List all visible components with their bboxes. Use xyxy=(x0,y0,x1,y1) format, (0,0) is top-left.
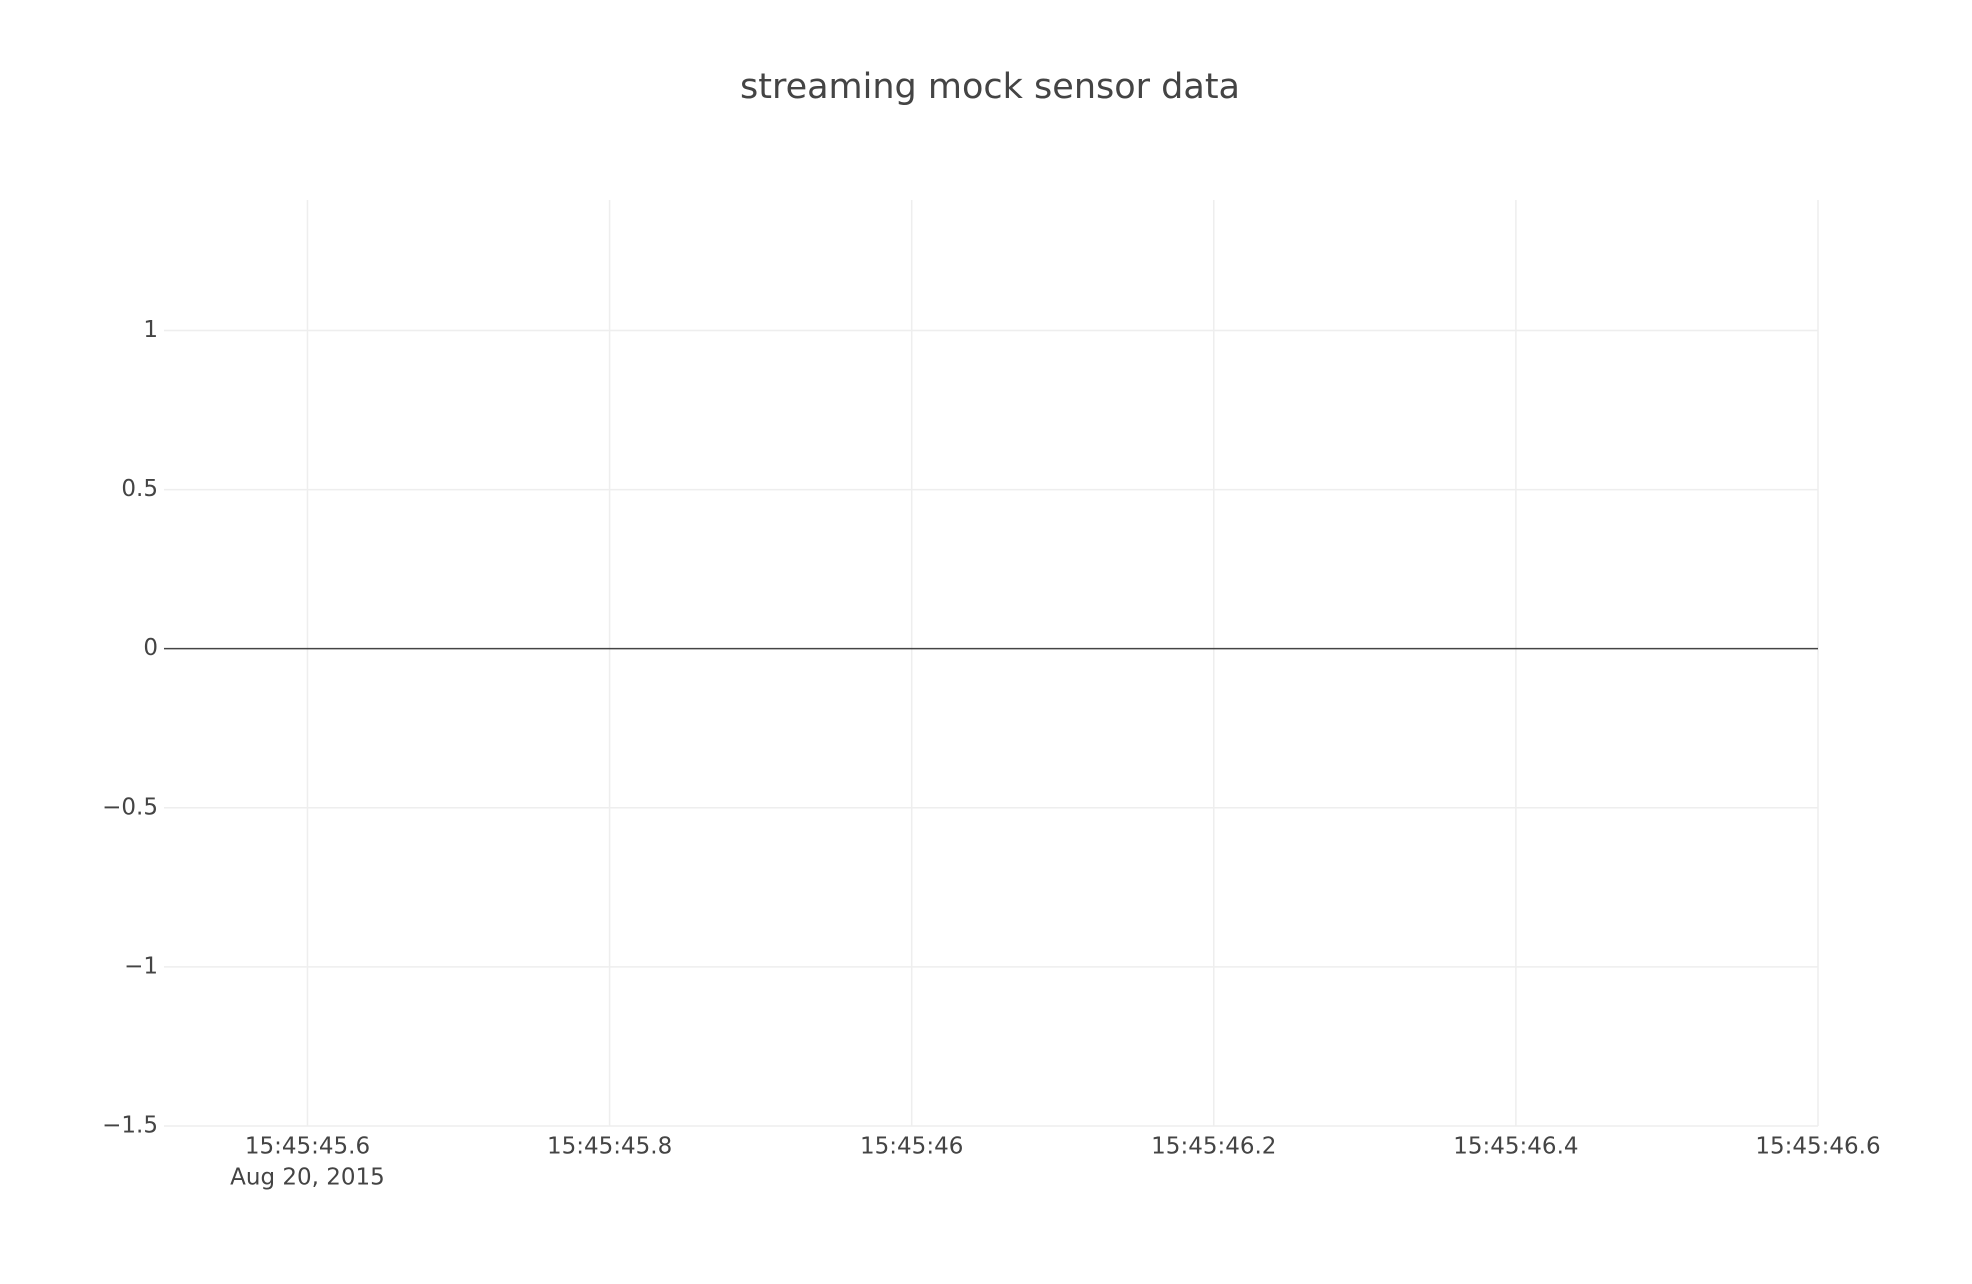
y-tick-label: 1 xyxy=(143,317,158,343)
chart-title: streaming mock sensor data xyxy=(740,67,1240,107)
x-tick-label: 15:45:46.2 xyxy=(1151,1134,1276,1160)
x-tick-label: 15:45:46.6 xyxy=(1755,1134,1880,1160)
y-tick-label: −1.5 xyxy=(102,1113,158,1139)
x-date-label: Aug 20, 2015 xyxy=(230,1165,385,1191)
y-tick-label: −1 xyxy=(124,953,158,979)
y-tick-label: −0.5 xyxy=(102,794,158,820)
x-tick-label: 15:45:45.8 xyxy=(547,1134,672,1160)
x-tick-label: 15:45:46.4 xyxy=(1453,1134,1578,1160)
x-tick-label: 15:45:45.6 xyxy=(245,1134,370,1160)
y-tick-label: 0 xyxy=(143,635,158,661)
x-tick-label: 15:45:46 xyxy=(860,1134,963,1160)
y-tick-label: 0.5 xyxy=(121,476,158,502)
